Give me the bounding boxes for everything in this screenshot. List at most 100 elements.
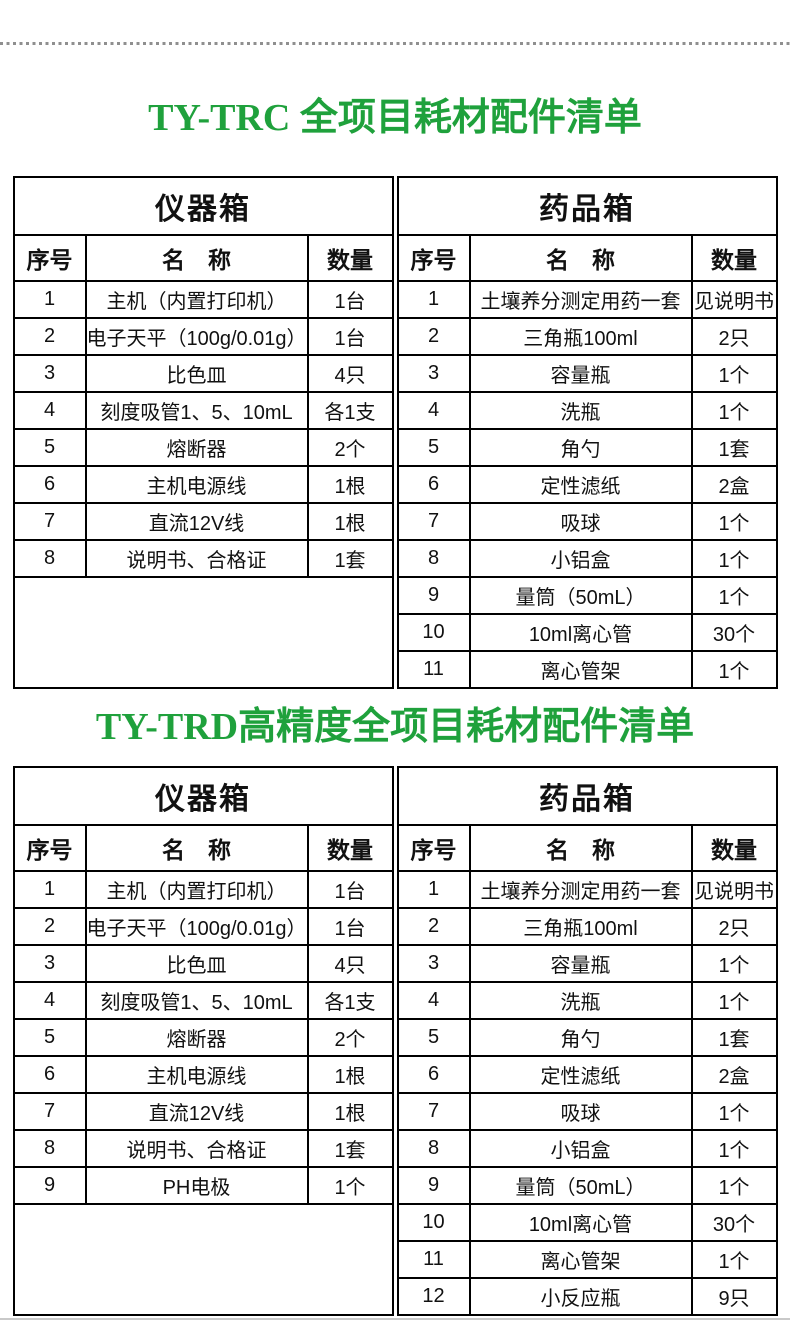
cell-no: 5 xyxy=(398,430,469,466)
cell-qty: 2个 xyxy=(308,1019,392,1055)
cell-no: 2 xyxy=(398,908,469,944)
cell-qty: 1个 xyxy=(692,578,776,614)
cell-no: 5 xyxy=(14,1019,85,1055)
cell-no: 2 xyxy=(14,908,85,944)
col-header-no: 序号 xyxy=(14,236,85,281)
cell-name: 小反应瓶 xyxy=(470,1278,691,1314)
cell-name: 主机（内置打印机） xyxy=(86,871,307,907)
medicine-box-header: 药品箱 xyxy=(398,767,776,824)
cell-no: 7 xyxy=(398,1093,469,1129)
col-header-qty: 数量 xyxy=(692,236,776,281)
cell-no: 10 xyxy=(398,1204,469,1240)
cell-qty: 1个 xyxy=(692,945,776,981)
cell-qty: 2个 xyxy=(308,430,392,466)
cell-no: 7 xyxy=(14,504,85,540)
cell-qty: 1个 xyxy=(692,982,776,1018)
cell-qty: 1个 xyxy=(692,356,776,392)
medicine-box-header: 药品箱 xyxy=(398,178,776,235)
cell-no: 8 xyxy=(398,1130,469,1166)
cell-no: 9 xyxy=(398,578,469,614)
empty-cell xyxy=(14,1204,392,1314)
cell-no: 12 xyxy=(398,1278,469,1314)
cell-qty: 30个 xyxy=(692,1204,776,1240)
section1-tables: 仪器箱 序号 名 称 数量 1 主机（内置打印机） 1台 2 电子天平（100g/0.0… xyxy=(0,176,790,690)
cell-no: 5 xyxy=(14,430,85,466)
section2-medicine-box-table: 药品箱 序号 名 称 数量 1 土壤养分测定用药一套 见说明书 2 三角瓶100ml 2只… xyxy=(396,765,778,1316)
cell-qty: 1个 xyxy=(692,1130,776,1166)
cell-name: 容量瓶 xyxy=(470,356,691,392)
section2-title: TY-TRD高精度全项目耗材配件清单 xyxy=(95,706,695,749)
cell-no: 9 xyxy=(14,1167,85,1203)
cell-name: 定性滤纸 xyxy=(470,1056,691,1092)
cell-no: 8 xyxy=(14,1130,85,1166)
cell-qty: 9只 xyxy=(692,1278,776,1314)
cell-name: 说明书、合格证 xyxy=(86,1130,307,1166)
cell-qty: 4只 xyxy=(308,945,392,981)
col-header-name: 名 称 xyxy=(86,236,307,281)
cell-qty: 1个 xyxy=(692,1167,776,1203)
cell-name: 小铝盒 xyxy=(470,541,691,577)
cell-name: 吸球 xyxy=(470,1093,691,1129)
cell-no: 3 xyxy=(14,945,85,981)
cell-no: 2 xyxy=(14,319,85,355)
cell-name: 量筒（50mL） xyxy=(470,1167,691,1203)
section1-title: TY-TRC 全项目耗材配件清单 xyxy=(148,97,642,139)
cell-qty: 1套 xyxy=(692,430,776,466)
cell-qty: 见说明书 xyxy=(692,282,776,318)
cell-no: 10 xyxy=(398,615,469,651)
section2-instrument-box-table: 仪器箱 序号 名 称 数量 1 主机（内置打印机） 1台 2 电子天平（100g/0.0… xyxy=(12,765,394,1316)
cell-no: 2 xyxy=(398,319,469,355)
cell-qty: 2盒 xyxy=(692,1056,776,1092)
cell-qty: 1台 xyxy=(308,871,392,907)
cell-qty: 30个 xyxy=(692,615,776,651)
section1-medicine-box-table: 药品箱 序号 名 称 数量 1 土壤养分测定用药一套 见说明书 2 三角瓶100ml 2只… xyxy=(396,176,778,690)
cell-name: 容量瓶 xyxy=(470,945,691,981)
cell-no: 5 xyxy=(398,1019,469,1055)
cell-name: 吸球 xyxy=(470,504,691,540)
cell-qty: 1根 xyxy=(308,467,392,503)
cell-name: 三角瓶100ml xyxy=(470,319,691,355)
cell-no: 7 xyxy=(398,504,469,540)
cell-qty: 1套 xyxy=(308,541,392,577)
cell-qty: 1个 xyxy=(692,504,776,540)
col-header-name: 名 称 xyxy=(470,236,691,281)
cell-name: 刻度吸管1、5、10mL xyxy=(86,393,307,429)
cell-name: 10ml离心管 xyxy=(470,615,691,651)
cell-name: 说明书、合格证 xyxy=(86,541,307,577)
col-header-name: 名 称 xyxy=(470,825,691,870)
cell-name: 洗瓶 xyxy=(470,982,691,1018)
cell-no: 1 xyxy=(398,871,469,907)
cell-name: 洗瓶 xyxy=(470,393,691,429)
cell-qty: 1套 xyxy=(692,1019,776,1055)
cell-no: 7 xyxy=(14,1093,85,1129)
col-header-qty: 数量 xyxy=(308,825,392,870)
cell-name: 离心管架 xyxy=(470,1241,691,1277)
cell-name: 比色皿 xyxy=(86,945,307,981)
cell-qty: 1个 xyxy=(692,1241,776,1277)
cell-qty: 1台 xyxy=(308,908,392,944)
cell-no: 3 xyxy=(398,356,469,392)
cell-name: 主机（内置打印机） xyxy=(86,282,307,318)
cell-no: 1 xyxy=(398,282,469,318)
empty-cell xyxy=(14,578,392,688)
cell-name: 刻度吸管1、5、10mL xyxy=(86,982,307,1018)
cell-name: 三角瓶100ml xyxy=(470,908,691,944)
col-header-no: 序号 xyxy=(398,825,469,870)
cell-qty: 4只 xyxy=(308,356,392,392)
cell-name: 电子天平（100g/0.01g） xyxy=(86,319,307,355)
cell-qty: 1根 xyxy=(308,504,392,540)
col-header-no: 序号 xyxy=(14,825,85,870)
dotted-divider xyxy=(0,42,790,45)
cell-name: 离心管架 xyxy=(470,652,691,688)
cell-name: PH电极 xyxy=(86,1167,307,1203)
cell-qty: 各1支 xyxy=(308,982,392,1018)
section2-tables: 仪器箱 序号 名 称 数量 1 主机（内置打印机） 1台 2 电子天平（100g/0.0… xyxy=(0,765,790,1316)
cell-name: 定性滤纸 xyxy=(470,467,691,503)
cell-no: 8 xyxy=(398,541,469,577)
cell-qty: 1个 xyxy=(692,652,776,688)
cell-no: 3 xyxy=(14,356,85,392)
cell-qty: 1根 xyxy=(308,1093,392,1129)
cell-name: 主机电源线 xyxy=(86,1056,307,1092)
cell-qty: 各1支 xyxy=(308,393,392,429)
cell-no: 4 xyxy=(398,393,469,429)
